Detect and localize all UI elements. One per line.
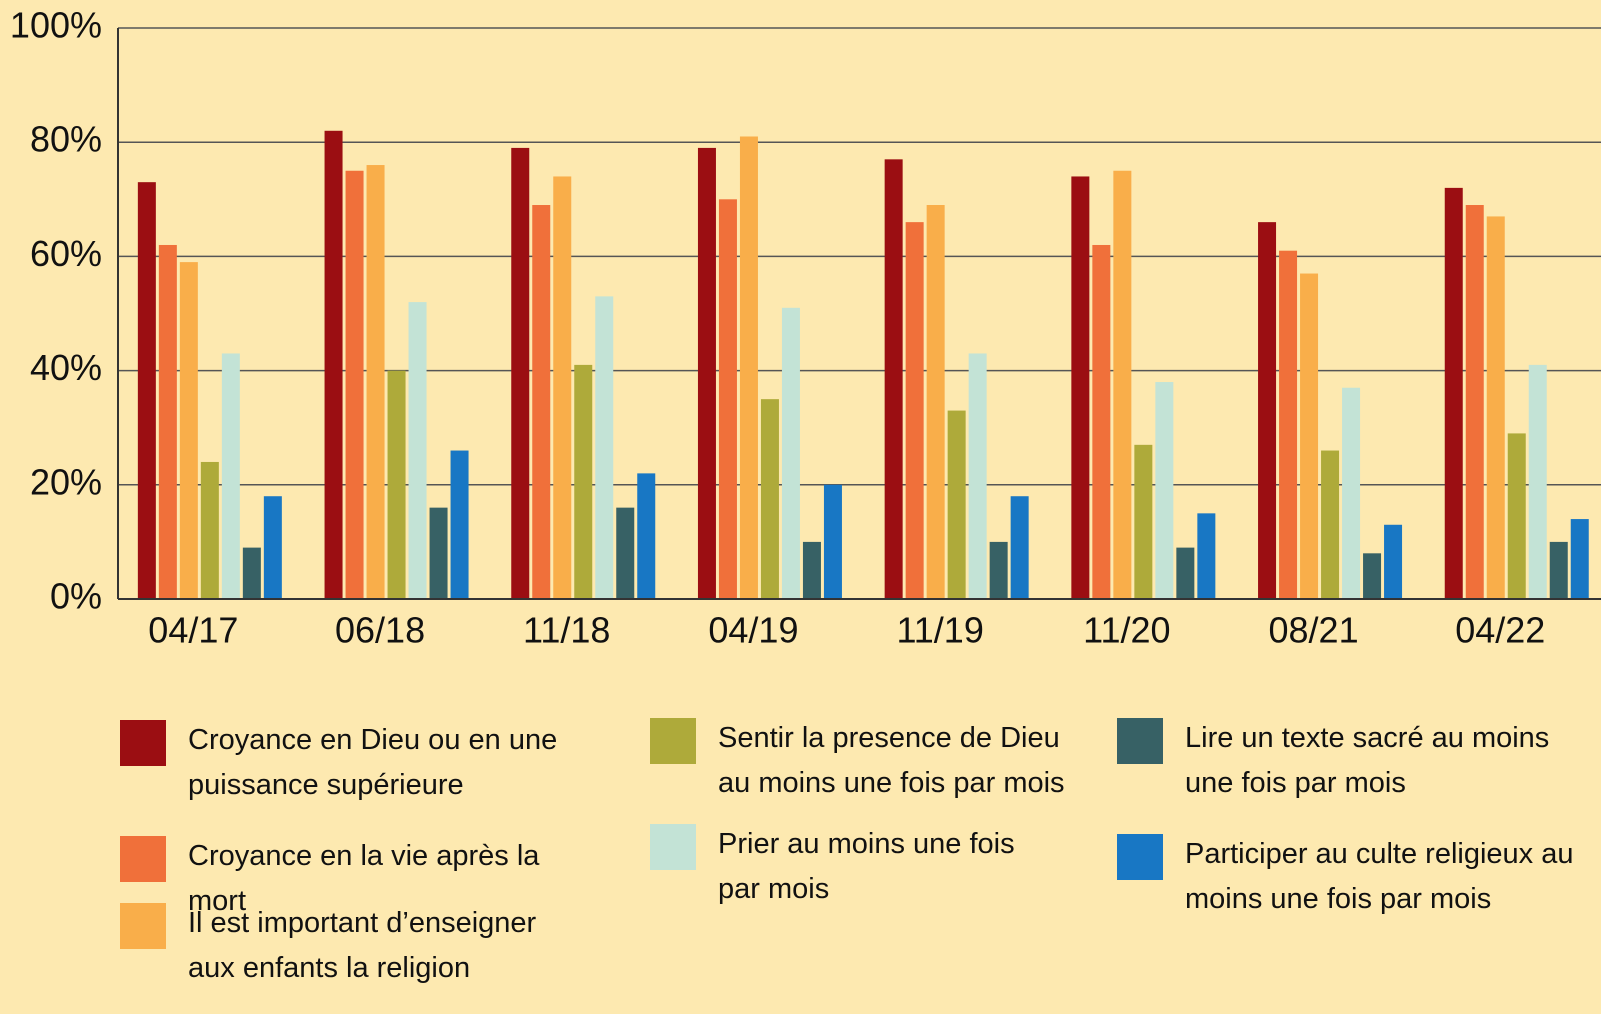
y-tick-label: 0% — [50, 576, 102, 617]
bar — [781, 307, 800, 599]
bar — [1010, 496, 1029, 599]
x-tick-label: 11/20 — [1083, 610, 1170, 651]
bar — [450, 450, 469, 599]
bar — [345, 170, 364, 599]
legend-label: Croyance en Dieu ou en une puissance sup… — [188, 724, 558, 801]
bar — [1279, 250, 1298, 599]
bar — [1549, 541, 1568, 599]
bar — [1384, 524, 1403, 599]
bar — [1197, 513, 1216, 599]
bar — [1300, 273, 1319, 599]
bar — [884, 159, 903, 599]
legend-swatch — [120, 836, 166, 882]
legend-label: Participer au culte religieux au moins u… — [1185, 838, 1574, 915]
x-tick-label: 04/22 — [1455, 610, 1545, 651]
legend-swatch — [1117, 834, 1163, 880]
bar — [408, 302, 427, 599]
legend-item: Participer au culte religieux au moins u… — [1117, 834, 1577, 922]
bar — [1342, 387, 1361, 599]
bar — [802, 541, 821, 599]
legend-swatch — [1117, 718, 1163, 764]
legend-item: Sentir la presence de Dieu au moins une … — [650, 718, 1070, 806]
x-tick-label: 04/19 — [708, 610, 798, 651]
bar — [574, 364, 593, 599]
bar — [1071, 176, 1090, 599]
y-tick-label: 40% — [30, 347, 102, 388]
bar — [1113, 170, 1132, 599]
bar — [553, 176, 572, 599]
bar — [926, 205, 945, 599]
legend-label: Croyance en la vie après la mort — [188, 840, 540, 917]
bar — [1363, 553, 1382, 599]
bar — [739, 136, 758, 600]
legend-item: Croyance en Dieu ou en une puissance sup… — [120, 720, 580, 808]
bar — [221, 353, 240, 599]
bar — [616, 507, 635, 599]
x-tick-label: 11/19 — [896, 610, 983, 651]
bar — [989, 541, 1008, 599]
bar — [718, 199, 737, 600]
bar — [242, 547, 261, 599]
bar — [1528, 364, 1547, 599]
legend-item: Il est important d’enseigner aux enfants… — [120, 903, 580, 991]
bar — [905, 222, 924, 599]
legend-label: Lire un texte sacré au moins une fois pa… — [1185, 722, 1550, 799]
y-tick-label: 80% — [30, 119, 102, 160]
bar — [1486, 216, 1505, 599]
x-tick-label: 06/18 — [335, 610, 425, 651]
legend-label: Sentir la presence de Dieu au moins une … — [718, 722, 1065, 799]
bar — [1176, 547, 1195, 599]
bar — [968, 353, 987, 599]
bar — [1155, 382, 1174, 599]
legend-item: Prier au moins une fois par mois — [650, 824, 1050, 912]
bar — [1092, 244, 1111, 600]
legend-swatch — [120, 903, 166, 949]
bar — [1444, 187, 1463, 599]
legend-label: Prier au moins une fois par mois — [718, 828, 1015, 905]
bar — [137, 182, 156, 600]
bar — [532, 205, 551, 599]
bar — [366, 165, 385, 600]
x-tick-label: 04/17 — [148, 610, 238, 651]
x-tick-label: 11/18 — [523, 610, 610, 651]
bar — [637, 473, 656, 599]
legend-item: Croyance en la vie après la mort — [120, 836, 600, 924]
legend-label: Il est important d’enseigner aux enfants… — [188, 907, 537, 984]
bar — [697, 147, 716, 599]
bar — [1570, 519, 1589, 599]
y-tick-label: 100% — [10, 5, 102, 46]
bar — [1465, 205, 1484, 599]
legend-swatch — [650, 824, 696, 870]
bar — [823, 484, 842, 599]
bar — [179, 262, 198, 599]
bar — [1258, 222, 1277, 599]
bar — [1321, 450, 1340, 599]
y-tick-label: 20% — [30, 461, 102, 502]
legend-swatch — [120, 720, 166, 766]
bar — [1507, 433, 1526, 599]
bar — [387, 370, 406, 599]
x-tick-label: 08/21 — [1269, 610, 1359, 651]
bar — [947, 410, 966, 599]
bar — [595, 296, 614, 599]
bar — [511, 147, 530, 599]
chart: 0% 20% 40% 60% 80% 100% 04/17 06/18 11/18 04/19 11… — [10, 5, 1601, 651]
bar — [263, 496, 282, 599]
bar — [760, 399, 779, 599]
bar — [1134, 444, 1153, 599]
bar — [200, 461, 219, 599]
bar — [158, 244, 177, 600]
legend-swatch — [650, 718, 696, 764]
y-tick-label: 60% — [30, 233, 102, 274]
bar — [324, 130, 343, 599]
bar — [429, 507, 448, 599]
legend-item: Lire un texte sacré au moins une fois pa… — [1117, 718, 1557, 806]
